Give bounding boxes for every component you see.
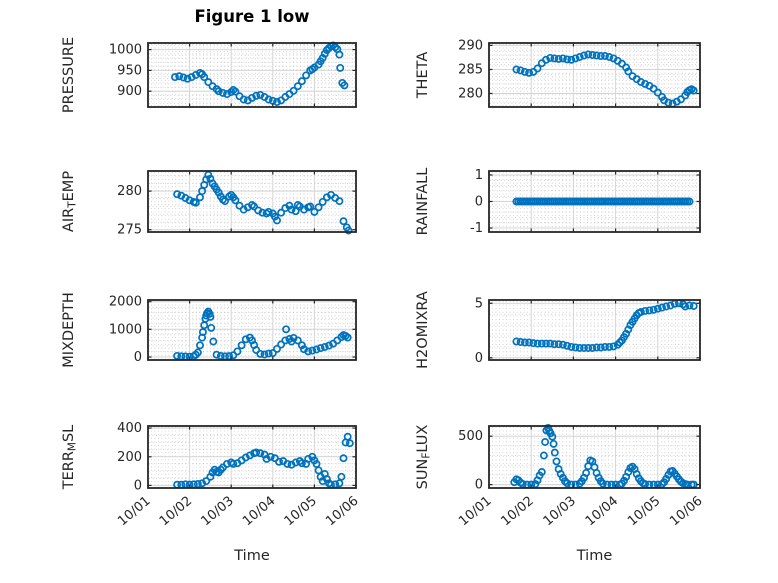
y-tick-label: 280 <box>458 87 483 102</box>
x-tick-label: 10/01 <box>115 494 153 530</box>
x-tick-label: 10/03 <box>541 494 579 530</box>
x-tick-label: 10/04 <box>583 494 621 530</box>
tick-marks <box>147 426 357 488</box>
subplot-air-temp: 275 280 AIRTEMP <box>61 170 357 238</box>
scatter-points <box>173 307 352 361</box>
y-tick-label: 0 <box>134 478 142 493</box>
tick-marks <box>147 300 357 360</box>
y-tick-label: 2000 <box>109 295 142 310</box>
axes-box <box>488 425 701 489</box>
scatter-points <box>512 50 698 108</box>
figure-title: Figure 1 low <box>194 7 310 26</box>
y-tick-label: 950 <box>117 63 142 78</box>
y-tick-label: 1000 <box>109 322 142 337</box>
x-tick-label: 10/04 <box>240 494 278 530</box>
minor-grid <box>149 44 355 106</box>
x-tick-label: 10/05 <box>625 494 663 530</box>
ylabel-sun-flux: SUNFLUX <box>415 425 433 490</box>
y-tick-label: 200 <box>117 450 142 465</box>
subplot-pressure: 900 950 1000 PRESSURE <box>61 37 357 113</box>
y-tick-label: 0 <box>475 478 483 493</box>
tick-marks <box>147 43 357 107</box>
axes-box <box>488 42 701 108</box>
y-tick-label: 5 <box>475 296 483 311</box>
y-tick-label: 0 <box>475 195 483 210</box>
ylabel-terr-msl: TERRMSL <box>61 425 79 491</box>
ylabel-pressure: PRESSURE <box>61 37 77 113</box>
x-tick-label: 10/01 <box>456 494 494 530</box>
scatter-points <box>512 299 698 352</box>
subplot-mixdepth: 0 1000 2000 MIXDEPTH <box>61 292 357 368</box>
y-tick-label: 400 <box>117 421 142 436</box>
y-tick-label: 1000 <box>109 43 142 58</box>
major-grid <box>149 301 355 359</box>
tick-marks <box>488 426 701 488</box>
axes-box <box>147 170 357 233</box>
y-tick-label: -1 <box>470 221 483 236</box>
minor-grid <box>490 44 699 106</box>
axes-box <box>488 299 701 361</box>
axes-box <box>147 299 357 361</box>
major-grid <box>149 44 355 106</box>
axes-box <box>147 42 357 108</box>
minor-grid <box>149 301 355 359</box>
tick-marks <box>488 43 701 107</box>
x-axis-label-left: Time <box>234 548 270 564</box>
major-grid <box>149 172 355 231</box>
x-tick-label: 10/05 <box>282 494 320 530</box>
subplot-h2omixra: 0 5 H2OMIXRA <box>415 291 701 369</box>
scatter-points <box>510 423 698 489</box>
ylabel-mixdepth: MIXDEPTH <box>61 292 77 368</box>
ylabel-rainfall: RAINFALL <box>415 168 431 236</box>
x-tick-label: 10/03 <box>198 494 236 530</box>
tick-marks <box>488 171 701 232</box>
y-tick-label: 275 <box>117 223 142 238</box>
x-tick-label: 10/02 <box>498 494 536 530</box>
tick-marks <box>488 300 701 360</box>
tick-marks <box>147 171 357 232</box>
ylabel-theta: THETA <box>415 52 431 100</box>
subplot-theta: 280 285 290 THETA <box>415 38 701 108</box>
major-grid <box>490 172 699 231</box>
subplot-terr-msl: 0 200 400 10/01 10/02 10/03 10/04 10/05 10/06 TER… <box>61 421 362 529</box>
scatter-points <box>173 432 354 489</box>
x-tick-label: 10/02 <box>157 494 195 530</box>
y-tick-label: 900 <box>117 84 142 99</box>
y-tick-label: 1 <box>475 168 483 183</box>
x-tick-label: 10/06 <box>323 494 361 530</box>
y-tick-label: 280 <box>117 184 142 199</box>
y-tick-label: 0 <box>134 350 142 365</box>
major-grid <box>490 427 699 487</box>
ylabel-air-temp: AIRTEMP <box>61 171 79 232</box>
x-axis-label-right: Time <box>576 548 613 564</box>
scatter-points <box>171 41 349 106</box>
y-tick-label: 0 <box>475 351 483 366</box>
y-tick-label: 500 <box>458 429 483 444</box>
minor-grid <box>490 301 699 359</box>
ylabel-h2omixra: H2OMIXRA <box>415 291 431 369</box>
subplot-sun-flux: 0 500 10/01 10/02 10/03 10/04 10/05 10/06 SUNFLU… <box>415 423 706 530</box>
y-tick-label: 285 <box>458 62 483 77</box>
scatter-points <box>173 170 353 235</box>
y-tick-label: 290 <box>458 38 483 53</box>
scatter-points <box>512 197 694 206</box>
x-tick-label: 10/06 <box>667 494 705 530</box>
subplot-rainfall: -1 0 1 RAINFALL <box>415 168 701 236</box>
